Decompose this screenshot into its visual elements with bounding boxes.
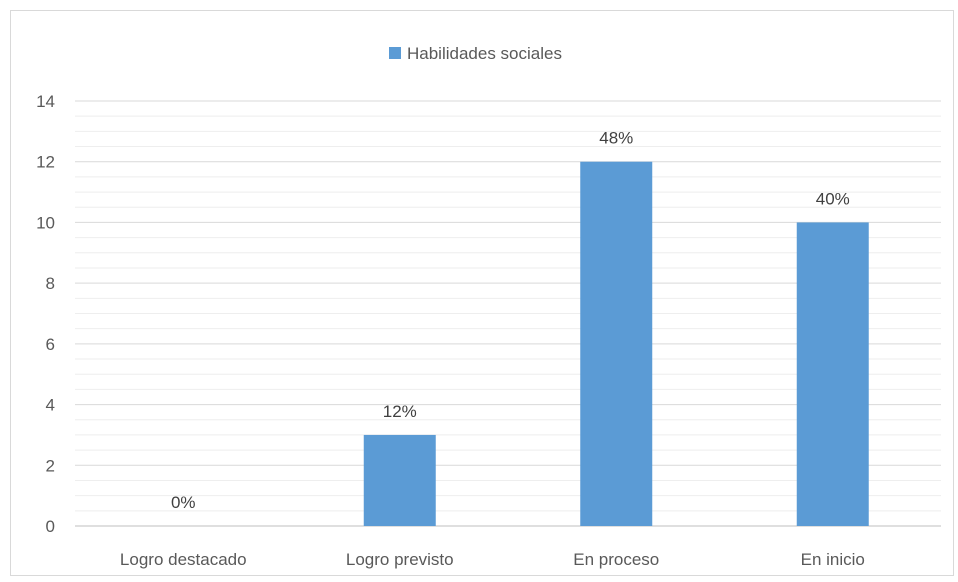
y-tick-label-4: 4: [46, 396, 55, 415]
legend-label-habilidades-sociales: Habilidades sociales: [407, 44, 562, 63]
data-labels: 0% 12% 48% 40%: [171, 129, 850, 512]
bars: [363, 161, 869, 526]
data-label-en-proceso: 48%: [599, 129, 633, 148]
x-tick-label-logro-previsto: Logro previsto: [346, 550, 454, 569]
gridlines: [75, 100, 941, 527]
x-tick-label-en-proceso: En proceso: [573, 550, 659, 569]
data-label-en-inicio: 40%: [816, 189, 850, 208]
y-tick-label-6: 6: [46, 335, 55, 354]
x-tick-label-en-inicio: En inicio: [801, 550, 865, 569]
bar-en-inicio: [796, 222, 869, 526]
legend: Habilidades sociales: [389, 44, 562, 63]
bar-en-proceso: [580, 161, 653, 526]
chart-frame: 0 2 4 6 8 10 12 14 0% 12% 48% 40% Logro destacado L…: [10, 10, 954, 576]
y-tick-label-12: 12: [36, 153, 55, 172]
data-label-logro-previsto: 12%: [383, 402, 417, 421]
x-axis-category-labels: Logro destacado Logro previsto En proceso E…: [120, 550, 865, 569]
y-tick-label-8: 8: [46, 274, 55, 293]
y-axis-tick-labels: 0 2 4 6 8 10 12 14: [36, 92, 55, 536]
legend-swatch-habilidades-sociales: [389, 47, 401, 59]
y-tick-label-2: 2: [46, 456, 55, 475]
x-tick-label-logro-destacado: Logro destacado: [120, 550, 247, 569]
y-tick-label-10: 10: [36, 213, 55, 232]
bar-logro-previsto: [363, 434, 436, 526]
y-tick-label-14: 14: [36, 92, 55, 111]
data-label-logro-destacado: 0%: [171, 493, 196, 512]
y-tick-label-0: 0: [46, 517, 55, 536]
